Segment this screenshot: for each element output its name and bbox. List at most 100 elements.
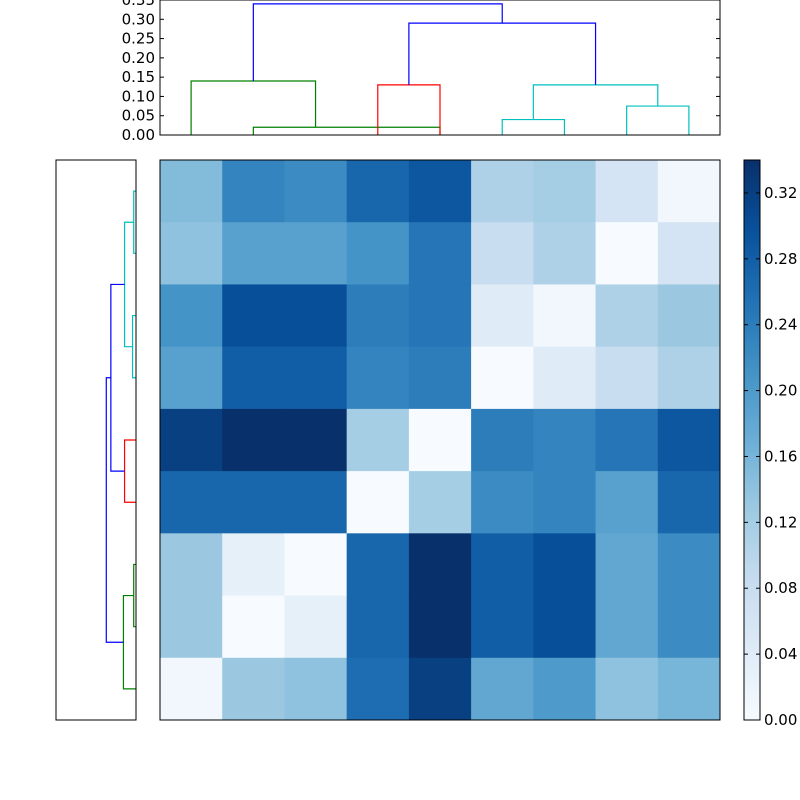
heatmap-cell xyxy=(471,408,534,472)
top-dendrogram-tick-label: 0.35 xyxy=(122,0,155,9)
heatmap-cell xyxy=(471,471,534,534)
heatmap-cell xyxy=(222,471,285,534)
heatmap-cell xyxy=(222,284,285,348)
heatmap-cell xyxy=(533,346,597,410)
heatmap-cell xyxy=(284,595,348,659)
colorbar-gradient xyxy=(743,159,761,721)
heatmap-cell xyxy=(408,222,472,285)
heatmap-cells xyxy=(160,160,721,721)
heatmap-cell xyxy=(346,657,410,721)
top-dendrogram-link xyxy=(626,105,690,135)
heatmap-cell xyxy=(657,595,721,659)
left-dendrogram-link xyxy=(105,377,124,643)
heatmap-cell xyxy=(657,471,721,534)
heatmap-cell xyxy=(284,408,348,472)
top-dendrogram-link xyxy=(252,126,441,135)
heatmap-cell xyxy=(533,533,597,597)
heatmap-cell xyxy=(408,346,472,410)
top-dendrogram-link xyxy=(252,3,503,81)
heatmap-cell xyxy=(408,284,472,348)
heatmap-cell xyxy=(657,284,721,348)
colorbar-tick-label: 0.08 xyxy=(764,579,797,597)
heatmap-cell xyxy=(284,471,348,534)
heatmap-cell xyxy=(160,471,223,534)
heatmap-cell xyxy=(346,595,410,659)
heatmap-cell xyxy=(160,595,223,659)
colorbar-tick-label: 0.04 xyxy=(764,645,797,663)
heatmap-cell xyxy=(408,533,472,597)
top-dendrogram-frame xyxy=(159,0,721,136)
colorbar-tick-label: 0.00 xyxy=(764,711,797,729)
heatmap-cell xyxy=(160,284,223,348)
heatmap-cell xyxy=(595,222,659,285)
heatmap-cell xyxy=(595,533,659,597)
top-dendrogram-tick-label: 0.30 xyxy=(122,10,155,28)
heatmap-cell xyxy=(284,346,348,410)
heatmap-cell xyxy=(471,160,534,223)
heatmap-cell xyxy=(222,657,285,721)
colorbar-tick-label: 0.12 xyxy=(764,513,797,531)
top-dendrogram-y-axis: 0.000.05 0.100.150.200.25 0.300.35 xyxy=(122,0,720,144)
left-dendrogram xyxy=(55,159,137,721)
heatmap-cell xyxy=(408,471,472,534)
left-dendrogram-link xyxy=(110,283,125,472)
heatmap-cell xyxy=(595,408,659,472)
heatmap-cell xyxy=(346,222,410,285)
heatmap-cell xyxy=(595,346,659,410)
left-dendrogram-links xyxy=(105,190,136,690)
heatmap-cell xyxy=(284,222,348,285)
top-dendrogram-link xyxy=(408,22,597,85)
heatmap-cell xyxy=(471,595,534,659)
left-dendrogram-link xyxy=(123,439,136,503)
heatmap-cell xyxy=(160,533,223,597)
heatmap-cell xyxy=(533,160,597,223)
heatmap-cell xyxy=(408,408,472,472)
heatmap-cell xyxy=(595,657,659,721)
heatmap-cell xyxy=(657,222,721,285)
colorbar-tick-label: 0.24 xyxy=(764,316,797,334)
heatmap-cell xyxy=(533,222,597,285)
top-dendrogram-link xyxy=(532,84,659,120)
heatmap-frame xyxy=(159,159,721,721)
heatmap-cell xyxy=(408,595,472,659)
heatmap-cell xyxy=(533,657,597,721)
heatmap-cell xyxy=(595,471,659,534)
heatmap-cell xyxy=(346,284,410,348)
heatmap-cell xyxy=(471,284,534,348)
heatmap-cell xyxy=(657,346,721,410)
heatmap-cell xyxy=(533,408,597,472)
heatmap-cell xyxy=(346,471,410,534)
heatmap-cell xyxy=(595,160,659,223)
heatmap-cell xyxy=(160,346,223,410)
colorbar-tick-label: 0.28 xyxy=(764,250,797,268)
heatmap-cell xyxy=(346,408,410,472)
top-dendrogram-tick-label: 0.05 xyxy=(122,107,155,125)
heatmap-cell xyxy=(284,657,348,721)
top-dendrogram-tick-label: 0.20 xyxy=(122,49,155,67)
heatmap-cell xyxy=(595,284,659,348)
colorbar-tick-label: 0.20 xyxy=(764,382,797,400)
heatmap-cell xyxy=(222,533,285,597)
heatmap-cell xyxy=(284,160,348,223)
heatmap-cell xyxy=(346,346,410,410)
heatmap-cell xyxy=(346,533,410,597)
heatmap-cell xyxy=(533,595,597,659)
heatmap-cell xyxy=(657,160,721,223)
heatmap-cell xyxy=(160,160,223,223)
heatmap-cell xyxy=(222,222,285,285)
heatmap-cell xyxy=(222,408,285,472)
heatmap-cell xyxy=(284,533,348,597)
heatmap-cell xyxy=(533,284,597,348)
colorbar-tick-label: 0.16 xyxy=(764,447,797,465)
heatmap-cell xyxy=(657,408,721,472)
heatmap-cell xyxy=(346,160,410,223)
heatmap-cell xyxy=(160,657,223,721)
heatmap-cell xyxy=(595,595,659,659)
colorbar: 0.00 0.04 0.08 0.12 0.16 0.20 0.24 0.28 0.32 xyxy=(743,159,797,729)
top-dendrogram: 0.000.05 0.100.150.200.25 0.300.35 xyxy=(122,0,721,144)
heatmap-cell xyxy=(222,346,285,410)
heatmap-cell xyxy=(471,346,534,410)
heatmap-cell xyxy=(471,533,534,597)
heatmap-cell xyxy=(471,657,534,721)
